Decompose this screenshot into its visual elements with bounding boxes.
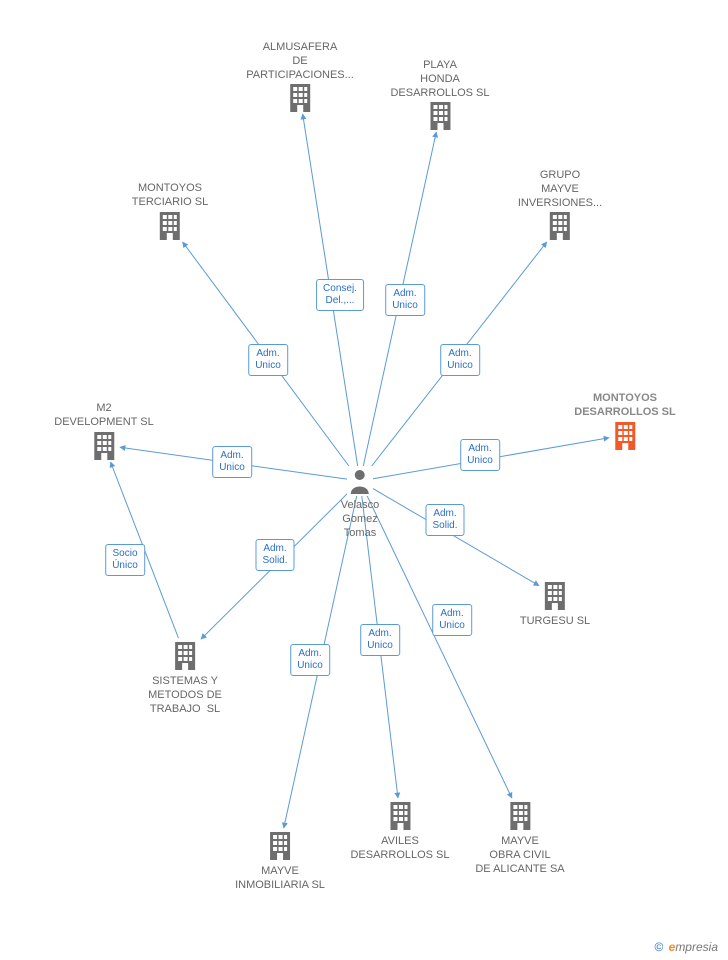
node-playa[interactable]: PLAYA HONDA DESARROLLOS SL	[390, 59, 489, 135]
node-almusafera[interactable]: ALMUSAFERA DE PARTICIPACIONES...	[246, 41, 354, 117]
building-icon	[611, 420, 639, 450]
building-icon	[266, 830, 294, 860]
node-label: SISTEMAS Y METODOS DE TRABAJO SL	[148, 675, 222, 716]
building-icon	[386, 800, 414, 830]
node-sistemas[interactable]: SISTEMAS Y METODOS DE TRABAJO SL	[148, 640, 222, 716]
copyright-symbol: ©	[654, 940, 663, 954]
node-label: M2 DEVELOPMENT SL	[54, 402, 153, 430]
node-mayve_obra[interactable]: MAYVE OBRA CIVIL DE ALICANTE SA	[475, 800, 564, 876]
person-icon	[349, 468, 371, 494]
edge-label: Adm. Unico	[385, 284, 425, 316]
building-icon	[90, 430, 118, 460]
node-label: MAYVE INMOBILIARIA SL	[235, 865, 325, 893]
node-mayve_inmo[interactable]: MAYVE INMOBILIARIA SL	[235, 830, 325, 893]
node-label: ALMUSAFERA DE PARTICIPACIONES...	[246, 41, 354, 82]
edge-label: Adm. Unico	[212, 446, 252, 478]
edge-label: Adm. Unico	[360, 624, 400, 656]
edge-label: Adm. Solid.	[255, 539, 294, 571]
node-label: AVILES DESARROLLOS SL	[350, 835, 449, 863]
building-icon	[506, 800, 534, 830]
edge-label: Adm. Solid.	[425, 504, 464, 536]
node-grupo[interactable]: GRUPO MAYVE INVERSIONES...	[518, 169, 602, 245]
edge-label: Adm. Unico	[290, 644, 330, 676]
node-label: Velasco Gomez Tomas	[341, 499, 380, 540]
node-label: MAYVE OBRA CIVIL DE ALICANTE SA	[475, 835, 564, 876]
diagram-canvas: Velasco Gomez Tomas ALMUSAFERA DE PARTICI…	[0, 0, 728, 960]
node-label: PLAYA HONDA DESARROLLOS SL	[390, 59, 489, 100]
edge-label: Adm. Unico	[432, 604, 472, 636]
node-montoyos_desarrollos[interactable]: MONTOYOS DESARROLLOS SL	[574, 392, 675, 455]
building-icon	[156, 210, 184, 240]
node-label: GRUPO MAYVE INVERSIONES...	[518, 169, 602, 210]
node-velasco[interactable]: Velasco Gomez Tomas	[341, 468, 380, 540]
building-icon	[171, 640, 199, 670]
node-montoyos_terciario[interactable]: MONTOYOS TERCIARIO SL	[132, 182, 208, 245]
building-icon	[541, 580, 569, 610]
node-m2[interactable]: M2 DEVELOPMENT SL	[54, 402, 153, 465]
copyright: © empresia	[654, 940, 718, 954]
building-icon	[546, 210, 574, 240]
edge-label: Adm. Unico	[460, 439, 500, 471]
edge-label: Socio Único	[105, 544, 145, 576]
node-label: MONTOYOS TERCIARIO SL	[132, 182, 208, 210]
building-icon	[286, 82, 314, 112]
node-turgesu[interactable]: TURGESU SL	[520, 580, 590, 629]
edge-label: Adm. Unico	[440, 344, 480, 376]
edge-label: Adm. Unico	[248, 344, 288, 376]
node-aviles[interactable]: AVILES DESARROLLOS SL	[350, 800, 449, 863]
edge-label: Consej. Del.,...	[316, 279, 364, 311]
node-label: MONTOYOS DESARROLLOS SL	[574, 392, 675, 420]
brand-rest: mpresia	[675, 940, 718, 954]
node-label: TURGESU SL	[520, 615, 590, 629]
building-icon	[426, 100, 454, 130]
